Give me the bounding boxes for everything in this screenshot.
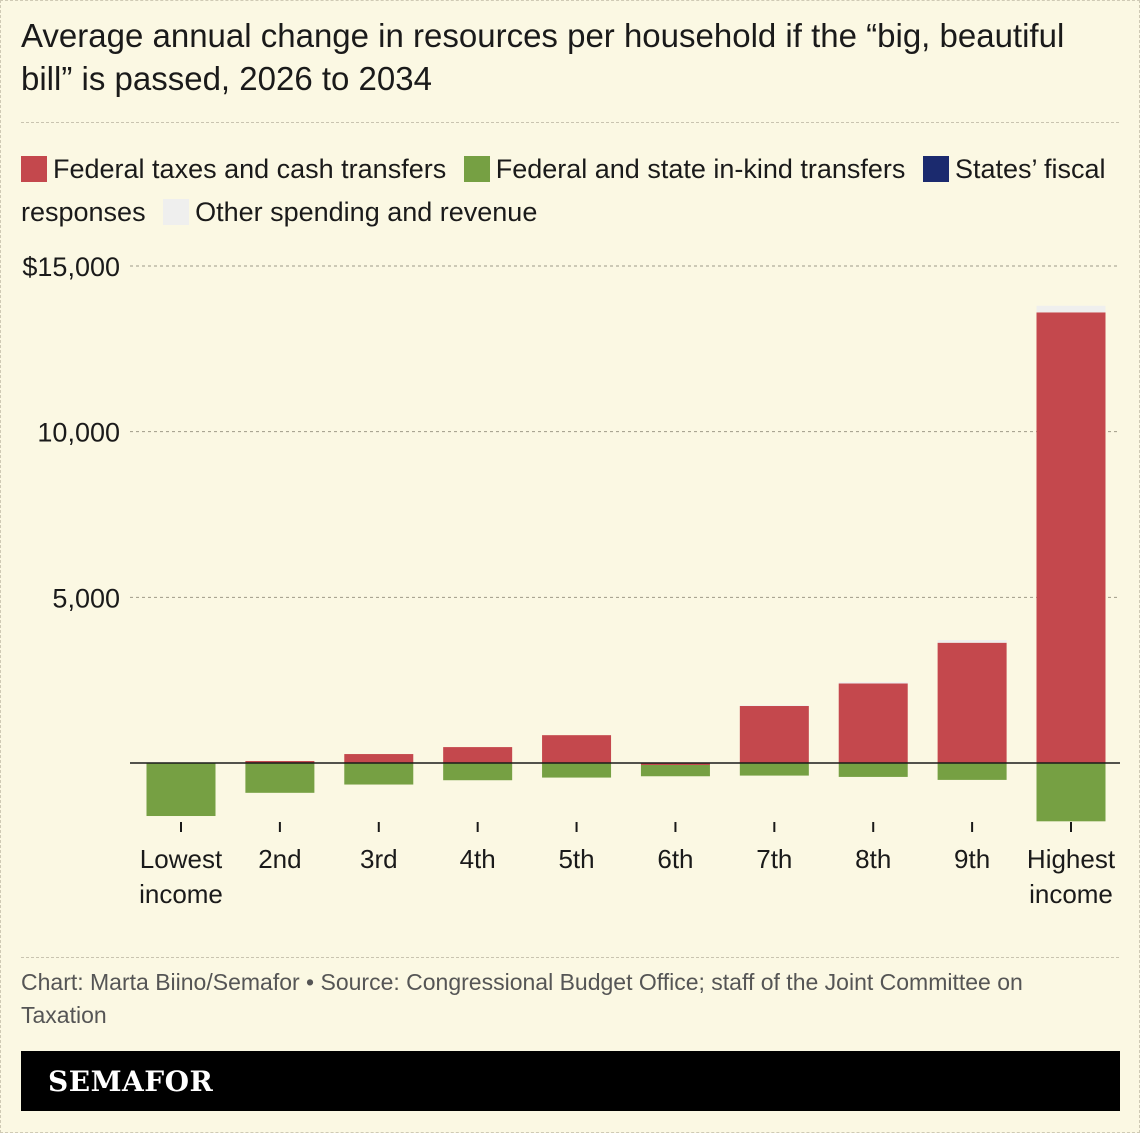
bar-segment [344, 763, 414, 785]
bar-segment [937, 763, 1007, 780]
legend-swatch [922, 156, 949, 182]
bar-segment [739, 763, 809, 776]
bar-segment [838, 682, 908, 684]
x-tick-label: 6th [657, 844, 693, 874]
x-tick-label: 5th [558, 844, 594, 874]
x-tick-label: 3rd [360, 844, 398, 874]
bar-segment [344, 754, 414, 763]
source-divider [21, 957, 1119, 958]
x-tick-label: Lowest [140, 844, 223, 874]
bar-segment [542, 763, 612, 778]
bar-segment [1036, 312, 1106, 763]
bar-segment [1036, 763, 1106, 822]
bar-segment [245, 761, 315, 763]
legend-item-other: Other spending and revenue [163, 197, 537, 227]
bar-segment [542, 735, 612, 763]
x-tick-label: 4th [460, 844, 496, 874]
chart-legend: Federal taxes and cash transfers Federal… [21, 148, 1121, 234]
semafor-logo: SEMAFOR [48, 1065, 214, 1098]
legend-item-in-kind: Federal and state in-kind transfers [463, 154, 906, 184]
bar-chart: 5,000 10,000 $15,000 Lowest income 2nd 3rd 4th 5… [22, 252, 1120, 909]
legend-label: Other spending and revenue [195, 197, 538, 227]
bar-segment [937, 640, 1007, 643]
bar-segment [640, 763, 710, 765]
x-tick-label: 8th [855, 844, 891, 874]
legend-label: States’ fiscal responses [21, 154, 1106, 227]
bar-segment [146, 763, 216, 817]
x-tick-label: 7th [756, 844, 792, 874]
chart-title: Average annual change in resources per h… [21, 17, 1065, 97]
x-tick-label: 9th [954, 844, 990, 874]
y-tick-label: 5,000 [52, 583, 120, 613]
x-tick-label: Highest [1027, 844, 1116, 874]
bar-segment [838, 683, 908, 763]
bar-segment [937, 642, 1007, 763]
y-tick-label: $15,000 [22, 252, 120, 282]
bar-segment [838, 763, 908, 777]
brand-bar: SEMAFOR [21, 1051, 1120, 1111]
bar-segment [245, 763, 315, 793]
legend-swatch [163, 199, 190, 225]
legend-item-states: States’ fiscal responses [21, 154, 1106, 227]
title-divider [21, 122, 1119, 123]
x-tick-label: income [1029, 879, 1113, 909]
bar-segment [443, 747, 513, 763]
legend-swatch [21, 156, 47, 182]
bar-segment [739, 706, 809, 763]
bar-segment [640, 764, 710, 777]
x-tick-label: 2nd [258, 844, 301, 874]
legend-swatch [463, 156, 490, 182]
bar-segment [1036, 305, 1106, 313]
legend-item-federal-taxes: Federal taxes and cash transfers [21, 154, 446, 184]
legend-label: Federal taxes and cash transfers [53, 154, 447, 184]
legend-label: Federal and state in-kind transfers [495, 154, 906, 184]
bar-segment [739, 705, 809, 707]
x-tick-label: income [139, 879, 223, 909]
bar-segment [443, 763, 513, 781]
chart-source: Chart: Marta Biino/Semafor • Source: Con… [21, 969, 1023, 1028]
y-tick-label: 10,000 [37, 418, 120, 448]
